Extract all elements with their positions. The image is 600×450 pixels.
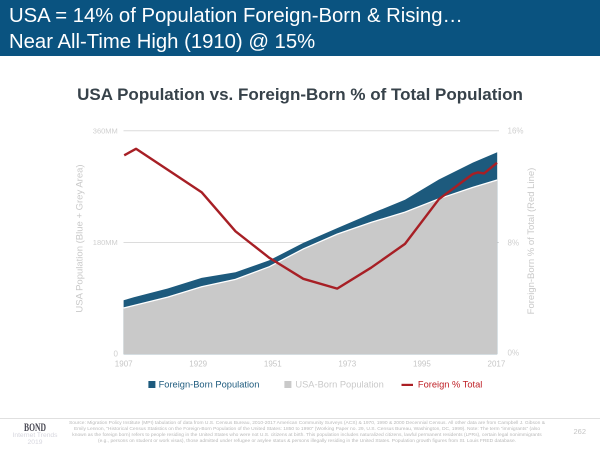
svg-text:360MM: 360MM [93,126,118,135]
svg-text:USA-Born Population: USA-Born Population [295,379,383,389]
svg-text:0%: 0% [508,349,520,358]
svg-text:0: 0 [114,349,119,358]
svg-text:1973: 1973 [338,359,356,368]
svg-text:USA Population (Blue + Grey Ar: USA Population (Blue + Grey Area) [75,164,86,312]
svg-text:Foreign-Born Population: Foreign-Born Population [159,379,260,389]
svg-text:180MM: 180MM [93,238,118,247]
svg-text:1929: 1929 [189,359,207,368]
svg-text:Foreign % Total: Foreign % Total [418,379,482,389]
svg-text:8%: 8% [508,238,520,247]
svg-text:1907: 1907 [115,359,133,368]
svg-text:Foreign-Born % of Total (Red L: Foreign-Born % of Total (Red Line) [526,168,537,315]
svg-text:16%: 16% [508,127,524,136]
svg-text:2017: 2017 [488,359,506,368]
svg-text:1951: 1951 [264,359,282,368]
svg-text:1995: 1995 [413,359,431,368]
